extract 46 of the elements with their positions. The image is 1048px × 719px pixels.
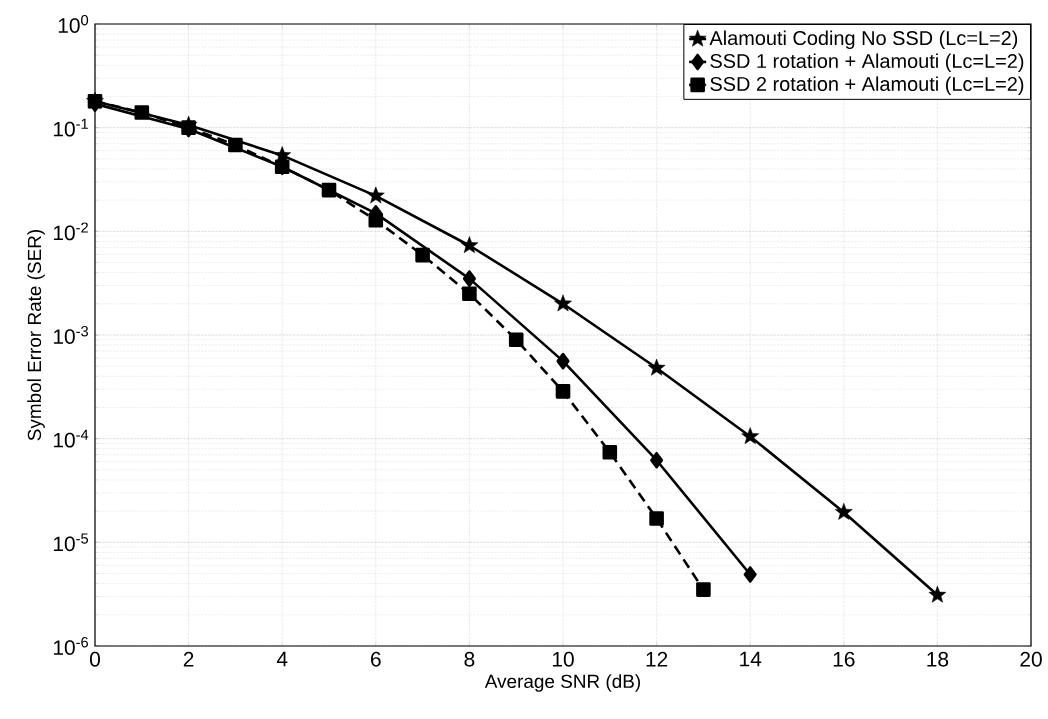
y-tick-label: 10$^{-6}$ [53,637,89,655]
x-tick-label: 20 [1020,651,1042,667]
point [743,566,757,583]
y-tick-label: 10$^{-2}$ [53,222,88,241]
point [415,247,430,263]
point [462,286,477,302]
legend-label: Alamouti Coding No SSD (Lc=L=2) [709,30,1018,50]
point [928,585,947,603]
x-tick-label: 6 [371,651,381,667]
legend-label: SSD 1 rotation + Alamouti (Lc=L=2) [710,53,1024,72]
x-tick-label: 16 [833,651,855,667]
x-tick-label: 12 [646,651,668,667]
y-axis-title: Symbol Error Rate (SER) [27,229,45,441]
y-tick-label: 10$^{-1}$ [53,118,88,137]
x-axis-title: Average SNR (dB) [484,674,640,692]
x-tick-label: 2 [183,651,194,667]
point [649,511,664,526]
point [602,444,618,460]
legend-label: SSD 2 rotation + Alamouti (Lc=L=2) [710,76,1024,95]
point [460,236,479,254]
x-tick-label: 4 [276,651,288,667]
point [696,582,711,597]
point [228,137,243,153]
y-tick-label: 10$^{0}$ [58,15,89,33]
point [835,503,853,520]
point [366,186,385,204]
x-tick-label: 0 [89,651,100,667]
point [508,332,524,348]
point [554,294,572,312]
point [368,212,384,228]
point [741,427,760,445]
point [647,358,666,376]
point [555,384,571,399]
point [321,182,337,198]
x-tick-label: 10 [552,651,574,667]
point [87,93,103,109]
y-tick-label: 10$^{-3}$ [53,326,89,344]
y-tick-label: 10$^{-4}$ [53,429,89,448]
x-tick-label: 8 [464,651,475,667]
point [556,352,570,370]
point [134,105,150,120]
x-tick-label: 18 [927,651,949,667]
x-tick-label: 14 [740,651,762,667]
point [462,270,476,287]
point [650,451,664,469]
y-tick-label: 10$^{-5}$ [53,533,89,552]
